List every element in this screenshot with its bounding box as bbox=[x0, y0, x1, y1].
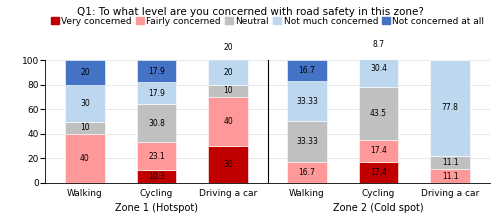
Bar bbox=[137, 170, 176, 183]
Bar bbox=[287, 122, 327, 162]
Text: 40: 40 bbox=[223, 117, 233, 126]
Text: 20: 20 bbox=[80, 68, 90, 77]
Bar bbox=[137, 142, 176, 170]
Bar bbox=[65, 85, 104, 122]
Bar bbox=[65, 134, 104, 183]
Bar bbox=[137, 104, 176, 142]
Text: 16.7: 16.7 bbox=[298, 66, 316, 75]
Text: Zone 1 (Hotspot): Zone 1 (Hotspot) bbox=[115, 203, 198, 213]
Text: 17.9: 17.9 bbox=[148, 89, 165, 98]
Text: 23.1: 23.1 bbox=[148, 152, 165, 161]
Bar bbox=[208, 36, 248, 60]
Text: 17.4: 17.4 bbox=[370, 146, 387, 155]
Text: 11.1: 11.1 bbox=[442, 158, 458, 167]
Bar bbox=[359, 39, 398, 50]
Text: 30: 30 bbox=[223, 160, 233, 169]
Text: 43.5: 43.5 bbox=[370, 109, 387, 118]
Text: 40: 40 bbox=[80, 154, 90, 163]
Text: 20: 20 bbox=[224, 43, 233, 52]
Bar bbox=[208, 85, 248, 97]
Bar bbox=[287, 60, 327, 81]
Text: 11.1: 11.1 bbox=[442, 171, 458, 181]
Text: 20: 20 bbox=[224, 68, 233, 77]
Bar bbox=[287, 162, 327, 183]
Legend: Very concerned, Fairly concerned, Neutral, Not much concerned, Not concerned at : Very concerned, Fairly concerned, Neutra… bbox=[47, 13, 488, 29]
Bar bbox=[359, 161, 398, 183]
Text: 8.7: 8.7 bbox=[372, 40, 384, 49]
Bar bbox=[65, 60, 104, 85]
Text: 30: 30 bbox=[80, 99, 90, 108]
Text: 10: 10 bbox=[224, 86, 233, 95]
Bar bbox=[430, 169, 470, 183]
Bar bbox=[359, 50, 398, 87]
Text: 16.7: 16.7 bbox=[298, 168, 316, 177]
Text: 17.4: 17.4 bbox=[370, 168, 387, 177]
Text: 77.8: 77.8 bbox=[442, 103, 458, 112]
Bar bbox=[430, 60, 470, 156]
Text: 17.9: 17.9 bbox=[148, 67, 165, 76]
Bar bbox=[359, 87, 398, 140]
Text: 30.8: 30.8 bbox=[148, 118, 165, 128]
Bar bbox=[137, 82, 176, 104]
Text: Q1: To what level are you concerned with road safety in this zone?: Q1: To what level are you concerned with… bbox=[76, 7, 424, 17]
Bar bbox=[359, 140, 398, 161]
Bar bbox=[208, 60, 248, 85]
Bar bbox=[208, 146, 248, 183]
Text: 33.33: 33.33 bbox=[296, 137, 318, 147]
Bar bbox=[430, 156, 470, 169]
Bar bbox=[287, 81, 327, 122]
Text: 30.4: 30.4 bbox=[370, 64, 387, 73]
Text: 10.3: 10.3 bbox=[148, 172, 165, 181]
Bar bbox=[208, 97, 248, 146]
Bar bbox=[137, 60, 176, 82]
Text: 10: 10 bbox=[80, 123, 90, 132]
Text: Zone 2 (Cold spot): Zone 2 (Cold spot) bbox=[333, 203, 424, 213]
Bar bbox=[65, 122, 104, 134]
Text: 33.33: 33.33 bbox=[296, 97, 318, 105]
